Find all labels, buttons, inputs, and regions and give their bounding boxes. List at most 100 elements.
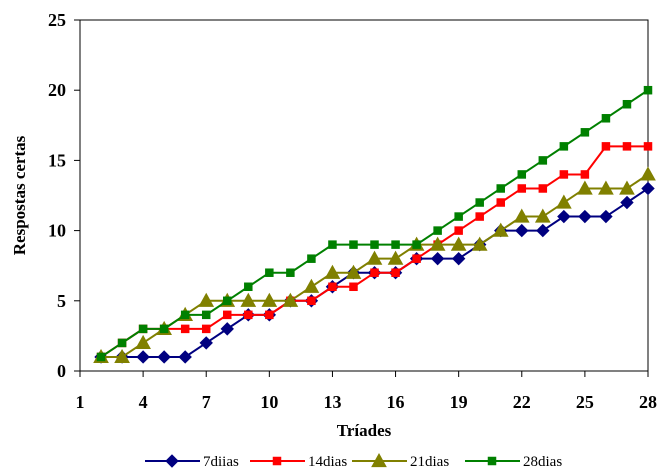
data-point (580, 128, 590, 137)
data-point (391, 240, 400, 249)
legend-label: 28dias (523, 454, 562, 470)
data-point (370, 268, 379, 277)
data-point (534, 208, 551, 223)
data-point (199, 336, 213, 350)
data-point (366, 250, 383, 265)
data-point (391, 268, 400, 277)
data-point (433, 226, 442, 235)
legend-item-28dias: 28dias (465, 454, 562, 470)
data-point (136, 350, 150, 364)
series-28dias (96, 85, 653, 362)
data-point (559, 170, 569, 179)
data-point (641, 181, 655, 196)
legend-marker (272, 456, 282, 466)
data-point (307, 254, 316, 263)
data-point (220, 322, 234, 336)
data-point (598, 180, 614, 195)
data-point (577, 180, 593, 195)
data-point (223, 296, 232, 306)
x-axis: 1 4 7 10 13 16 19 22 25 28 (76, 371, 657, 412)
data-point (117, 338, 127, 348)
data-point (135, 334, 151, 350)
data-point (114, 348, 130, 364)
data-point (556, 194, 572, 209)
y-tick-label: 5 (57, 291, 66, 311)
data-point (451, 251, 466, 266)
data-point (578, 209, 592, 224)
x-tick-label: 28 (639, 392, 657, 412)
data-point (370, 240, 379, 249)
data-point (517, 184, 527, 193)
x-axis-title: Tríades (337, 421, 392, 440)
data-point (580, 170, 590, 179)
data-point (328, 282, 337, 292)
data-point (180, 310, 190, 320)
data-point (430, 251, 445, 266)
legend-item-14dias: 14dias (250, 454, 347, 470)
y-axis: 0 5 10 15 20 25 (48, 10, 80, 381)
y-tick-label: 0 (57, 361, 66, 381)
y-tick-label: 20 (48, 80, 66, 100)
x-tick-label: 10 (260, 392, 278, 412)
legend: 7diias 14dias 21dias 28dias (145, 452, 562, 470)
data-point (324, 264, 341, 279)
x-tick-label: 22 (513, 392, 531, 412)
x-tick-label: 1 (76, 392, 85, 412)
data-point (240, 292, 257, 307)
data-point (471, 236, 488, 251)
data-point (538, 156, 548, 165)
data-point (454, 226, 463, 235)
data-point (261, 292, 278, 307)
data-point (538, 184, 548, 193)
data-point (496, 184, 505, 193)
data-point (180, 324, 190, 334)
data-point (557, 209, 571, 224)
data-point (201, 324, 211, 334)
data-point (536, 223, 550, 238)
data-point (622, 142, 632, 151)
data-point (492, 222, 509, 237)
data-point (643, 85, 653, 95)
data-point (328, 240, 337, 249)
data-point (387, 250, 404, 265)
data-point (450, 236, 467, 251)
plot-area (79, 19, 649, 372)
x-tick-label: 25 (576, 392, 594, 412)
data-point (345, 264, 362, 279)
data-point (286, 268, 295, 277)
data-point (157, 350, 171, 364)
data-point (349, 240, 358, 249)
data-point (178, 350, 192, 364)
series-21dias (93, 166, 656, 364)
legend-marker (487, 456, 497, 466)
data-point (513, 208, 530, 223)
data-point (559, 142, 569, 151)
x-tick-label: 4 (139, 392, 148, 412)
data-point (475, 212, 484, 221)
data-point (198, 292, 215, 307)
data-point (620, 195, 634, 210)
data-point (601, 142, 611, 151)
legend-item-7diias: 7diias (145, 454, 239, 470)
data-point (244, 310, 253, 320)
y-tick-label: 15 (48, 150, 66, 170)
data-point (622, 99, 632, 109)
data-point (265, 268, 274, 277)
legend-marker (165, 454, 179, 468)
data-point (159, 324, 169, 334)
data-point (643, 142, 653, 151)
y-axis-title: Respostas certas (10, 135, 29, 255)
series-layer (93, 85, 656, 364)
data-point (640, 166, 656, 181)
data-point (201, 310, 211, 320)
data-point (412, 240, 421, 249)
data-point (475, 198, 484, 207)
data-point (96, 352, 106, 362)
plot-frame (79, 19, 649, 372)
legend-marker (371, 452, 387, 468)
legend-label: 7diias (203, 454, 239, 470)
x-tick-label: 19 (450, 392, 468, 412)
data-point (517, 170, 527, 179)
data-point (412, 254, 421, 263)
